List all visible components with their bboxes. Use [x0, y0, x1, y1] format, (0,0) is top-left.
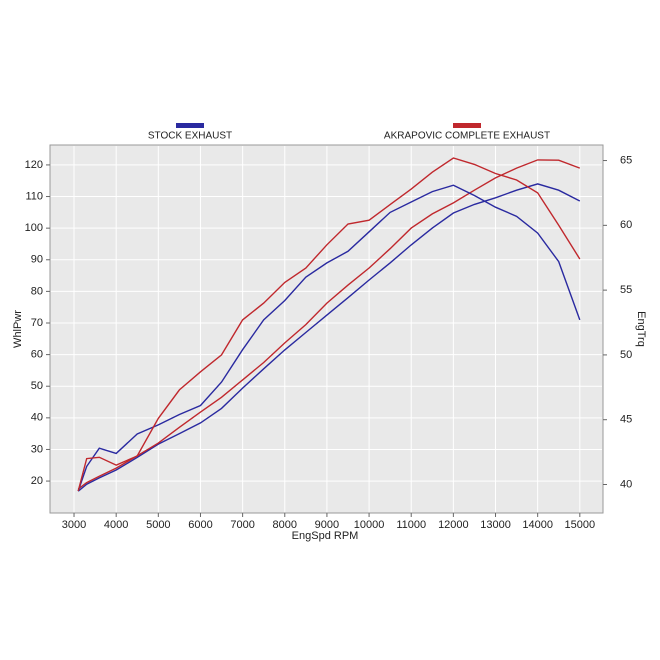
y2-tick-label: 50 [620, 349, 632, 361]
legend-label: STOCK EXHAUST [148, 131, 232, 142]
y-tick-label: 70 [31, 317, 43, 329]
y-tick-label: 50 [31, 380, 43, 392]
y-tick-label: 90 [31, 254, 43, 266]
x-tick-label: 10000 [354, 519, 385, 531]
data-line [77, 157, 581, 492]
x-tick-label: 13000 [480, 519, 511, 531]
y2-tick-label: 45 [620, 414, 632, 426]
x-tick-label: 15000 [565, 519, 596, 531]
y-axis-label: WhlPwr [12, 310, 24, 348]
x-tick-label: 6000 [188, 519, 212, 531]
legend-swatch [453, 123, 481, 128]
y-tick-label: 80 [31, 285, 43, 297]
y-tick-label: 60 [31, 349, 43, 361]
y-tick-label: 20 [31, 475, 43, 487]
x-tick-label: 7000 [230, 519, 254, 531]
legend-swatch [176, 123, 204, 128]
y2-tick-label: 65 [620, 154, 632, 166]
y-tick-label: 110 [25, 190, 43, 202]
data-line [77, 183, 581, 492]
x-tick-label: 5000 [146, 519, 170, 531]
y-tick-label: 30 [31, 443, 43, 455]
x-tick-label: 8000 [273, 519, 297, 531]
y2-tick-label: 60 [620, 219, 632, 231]
x-tick-label: 14000 [522, 519, 553, 531]
y-tick-label: 40 [31, 412, 43, 424]
x-tick-label: 11000 [396, 519, 426, 531]
y2-axis-label: EngTrq [635, 311, 647, 347]
x-tick-label: 3000 [62, 519, 86, 531]
x-tick-label: 9000 [315, 519, 339, 531]
y2-tick-label: 55 [620, 284, 632, 296]
y2-tick-label: 40 [620, 478, 632, 490]
y-tick-label: 100 [25, 222, 43, 234]
legend-label: AKRAPOVIC COMPLETE EXHAUST [384, 131, 550, 142]
x-tick-label: 4000 [104, 519, 128, 531]
data-line [77, 159, 581, 490]
data-line [77, 184, 581, 492]
x-axis-label: EngSpd RPM [292, 530, 359, 542]
y-tick-label: 120 [25, 159, 43, 171]
x-tick-label: 12000 [438, 519, 469, 531]
